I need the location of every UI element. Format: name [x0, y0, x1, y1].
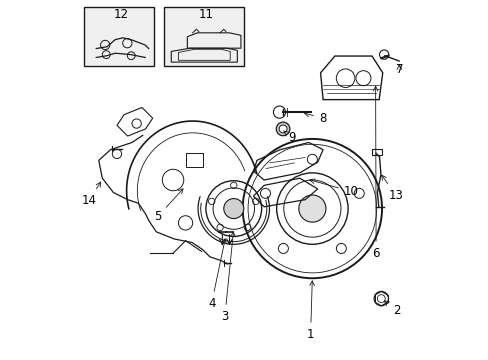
Text: 3: 3	[221, 232, 235, 323]
Bar	[372, 149, 381, 155]
Text: 14: 14	[81, 182, 101, 207]
Text: 12: 12	[114, 8, 128, 21]
Text: 11: 11	[198, 8, 213, 21]
Text: 6: 6	[372, 86, 379, 260]
Text: 7: 7	[395, 63, 402, 76]
FancyBboxPatch shape	[164, 7, 244, 66]
Circle shape	[279, 125, 286, 133]
Text: 2: 2	[384, 301, 400, 317]
Text: 4: 4	[207, 239, 226, 310]
Circle shape	[276, 122, 289, 136]
FancyBboxPatch shape	[84, 7, 154, 66]
Text: 1: 1	[306, 281, 314, 341]
Text: 5: 5	[154, 189, 183, 223]
Text: 13: 13	[381, 175, 403, 202]
Circle shape	[224, 199, 244, 219]
Text: 10: 10	[309, 179, 358, 198]
Text: 8: 8	[304, 112, 325, 125]
Text: 9: 9	[283, 131, 295, 144]
Circle shape	[298, 195, 325, 222]
